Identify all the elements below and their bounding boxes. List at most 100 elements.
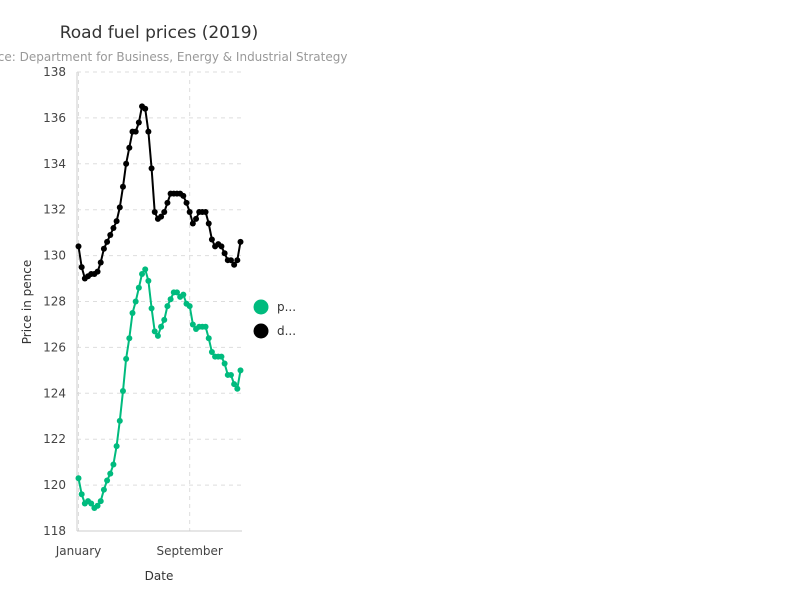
petrol-point <box>189 321 196 328</box>
legend-label-diesel: d... <box>277 324 296 338</box>
petrol-point <box>237 367 244 374</box>
y-tick-label: 134 <box>43 157 66 171</box>
series-diesel <box>75 103 244 282</box>
petrol-point <box>154 332 161 339</box>
diesel-point <box>161 208 168 215</box>
diesel-point <box>183 199 190 206</box>
y-tick-label: 124 <box>43 386 66 400</box>
petrol-point <box>113 443 120 450</box>
petrol-point <box>148 305 155 312</box>
petrol-point <box>145 277 152 284</box>
diesel-line <box>77 105 242 280</box>
x-tick-label: January <box>55 544 102 558</box>
y-tick-label: 122 <box>43 432 66 446</box>
petrol-point <box>186 303 193 310</box>
diesel-point <box>78 264 85 271</box>
y-tick-label: 118 <box>43 524 66 538</box>
diesel-point <box>142 105 149 112</box>
diesel-point <box>132 128 139 135</box>
y-tick-label: 136 <box>43 111 66 125</box>
petrol-point <box>94 502 101 509</box>
petrol-point <box>234 385 241 392</box>
petrol-point <box>104 477 111 484</box>
diesel-point <box>180 192 187 199</box>
petrol-line <box>77 268 242 510</box>
y-tick-label: 138 <box>43 65 66 79</box>
petrol-point <box>173 289 180 296</box>
chart-title: Road fuel prices (2019) <box>60 23 259 43</box>
petrol-point <box>221 360 228 367</box>
x-tick-label: September <box>157 544 223 558</box>
y-tick-label: 126 <box>43 340 66 354</box>
petrol-point <box>180 291 187 298</box>
petrol-point <box>107 470 114 477</box>
diesel-point <box>107 231 114 238</box>
diesel-point <box>100 245 107 252</box>
legend-label-petrol: p... <box>277 300 296 314</box>
diesel-point <box>126 144 133 151</box>
petrol-point <box>132 298 139 305</box>
petrol-point <box>208 348 215 355</box>
petrol-point <box>78 491 85 498</box>
petrol-point <box>135 284 142 291</box>
diesel-point <box>237 238 244 245</box>
petrol-point <box>126 335 133 342</box>
petrol-point <box>97 498 104 505</box>
diesel-point <box>151 208 158 215</box>
petrol-point <box>227 371 234 378</box>
diesel-point <box>164 199 171 206</box>
y-tick-labels: 118 120 122 124 126 128 130 132 134 136 138 <box>43 65 66 538</box>
x-axis-label: Date <box>145 569 174 583</box>
diesel-point <box>158 213 165 220</box>
diesel-point <box>218 243 225 250</box>
diesel-point <box>97 259 104 266</box>
diesel-point <box>116 204 123 211</box>
petrol-point <box>158 323 165 330</box>
diesel-point <box>145 128 152 135</box>
y-tick-label: 130 <box>43 249 66 263</box>
petrol-point <box>205 335 212 342</box>
diesel-point <box>234 257 241 264</box>
petrol-point <box>218 353 225 360</box>
diesel-point <box>123 160 130 167</box>
diesel-point <box>113 218 120 225</box>
petrol-point <box>116 417 123 424</box>
chart-subtitle: Source: Department for Business, Energy … <box>0 50 347 64</box>
y-axis-label: Price in pence <box>20 260 34 344</box>
diesel-point <box>221 250 228 257</box>
diesel-point <box>110 225 117 232</box>
grid-lines <box>77 71 242 531</box>
diesel-point <box>186 208 193 215</box>
petrol-point <box>151 328 158 335</box>
diesel-point <box>208 236 215 243</box>
petrol-point <box>167 296 174 303</box>
x-tick-labels: January September <box>55 544 223 558</box>
diesel-point <box>135 119 142 126</box>
y-tick-label: 120 <box>43 478 66 492</box>
diesel-point <box>119 183 126 190</box>
diesel-point <box>148 165 155 172</box>
petrol-point <box>100 486 107 493</box>
diesel-point <box>193 215 200 222</box>
diesel-point <box>231 261 238 268</box>
petrol-point <box>161 316 168 323</box>
petrol-point <box>139 270 146 277</box>
petrol-point <box>88 500 95 507</box>
diesel-point <box>104 238 111 245</box>
legend-marker-petrol <box>253 299 269 315</box>
legend: p... d... <box>253 299 296 339</box>
axes <box>76 72 242 532</box>
petrol-point <box>231 381 238 388</box>
diesel-point <box>189 220 196 227</box>
diesel-point <box>227 257 234 264</box>
petrol-point <box>129 309 136 316</box>
petrol-point <box>75 475 82 482</box>
y-tick-label: 132 <box>43 203 66 217</box>
diesel-point <box>205 220 212 227</box>
petrol-point <box>142 266 149 273</box>
diesel-point <box>75 243 82 250</box>
series-lines <box>75 103 244 512</box>
petrol-point <box>164 303 171 310</box>
diesel-point <box>94 268 101 275</box>
